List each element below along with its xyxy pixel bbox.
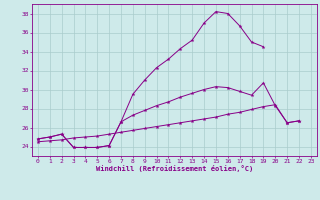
X-axis label: Windchill (Refroidissement éolien,°C): Windchill (Refroidissement éolien,°C) (96, 165, 253, 172)
